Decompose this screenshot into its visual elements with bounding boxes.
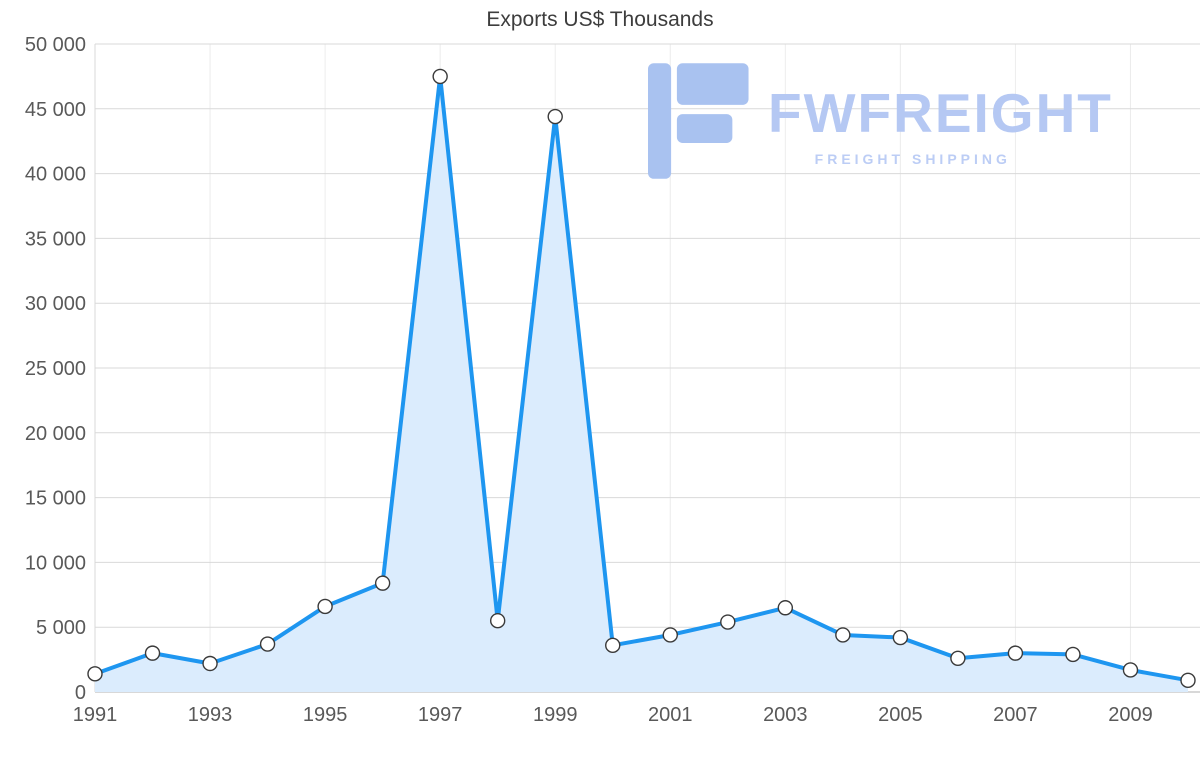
x-tick-label: 1999 [533,704,578,726]
x-tick-label: 2001 [648,704,693,726]
data-point [1007,645,1024,661]
data-point [259,636,276,652]
x-tick-label: 2003 [763,704,808,726]
x-tick-label: 1991 [73,704,118,726]
area-fill [95,76,1188,692]
y-tick-label: 10 000 [25,552,86,574]
data-point [1180,672,1196,689]
data-point [1122,662,1139,678]
data-point [317,598,333,615]
y-tick-label: 15 000 [25,488,86,510]
data-point [489,613,506,629]
chart-title: Exports US$ Thousands [486,8,714,31]
data-point [662,627,678,643]
x-tick-label: 2007 [993,704,1038,726]
y-tick-label: 5 000 [36,617,86,639]
y-tick-label: 40 000 [25,164,86,186]
x-tick-label: 1997 [418,704,463,726]
data-point [432,68,448,85]
data-point [835,627,851,643]
data-point [547,108,563,125]
data-line [93,74,1190,683]
data-point [605,637,621,654]
data-point [144,645,161,661]
y-tick-label: 35 000 [25,228,86,250]
y-tick-label: 25 000 [25,358,86,380]
data-point [777,600,794,616]
data-point [720,614,736,630]
y-tick-label: 45 000 [25,99,86,121]
y-tick-label: 50 000 [25,34,86,56]
data-point [892,629,909,646]
x-tick-label: 1993 [188,704,233,726]
data-point [950,650,966,667]
x-tick-label: 1995 [303,704,348,726]
y-tick-label: 30 000 [25,293,86,315]
data-point [1065,646,1081,663]
y-tick-label: 20 000 [25,423,86,445]
y-tick-label: 0 [75,682,86,704]
data-point [374,575,391,591]
data-point [87,666,103,682]
data-point [202,655,218,672]
x-tick-label: 2005 [878,704,923,726]
x-tick-label: 2009 [1108,704,1153,726]
